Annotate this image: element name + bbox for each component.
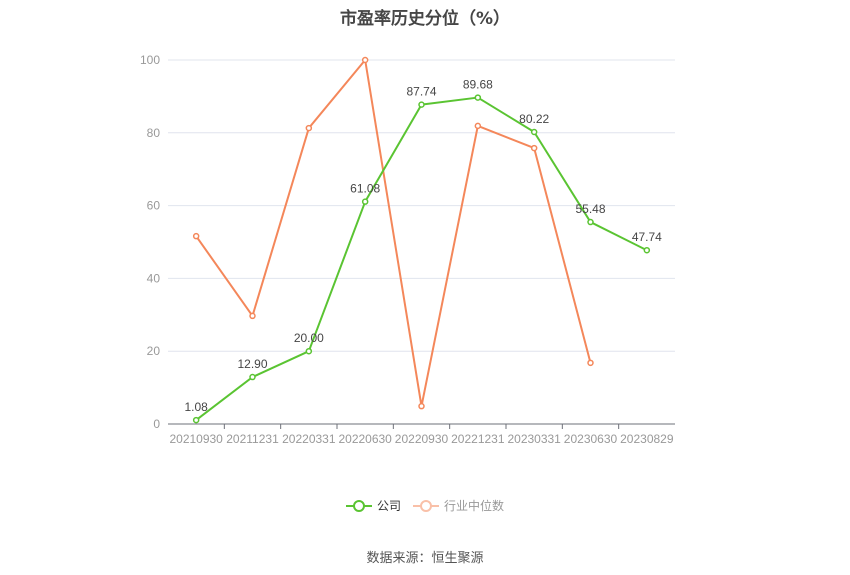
y-tick-label: 80	[147, 126, 161, 140]
data-point-marker[interactable]	[587, 218, 594, 226]
y-axis-ticks: 0 20 40 60 80 100	[140, 53, 160, 431]
data-point-marker[interactable]	[587, 359, 594, 367]
chart-title: 市盈率历史分位（%）	[339, 9, 511, 29]
data-label: 12.90	[237, 357, 267, 371]
y-tick-label: 100	[140, 53, 160, 67]
data-point-marker[interactable]	[418, 101, 425, 108]
industry-line-circle-icon	[413, 499, 439, 512]
legend-label-industry: 行业中位数	[444, 499, 505, 513]
legend: 公司 行业中位数	[0, 497, 850, 514]
data-source: 数据来源：恒生聚源	[366, 551, 484, 566]
x-tick-label: 20220930	[395, 432, 449, 446]
data-label: 89.68	[463, 78, 493, 92]
y-tick-label: 60	[147, 199, 161, 213]
x-tick-label: 20220630	[338, 432, 392, 446]
y-tick-label: 40	[147, 271, 161, 285]
data-point-marker[interactable]	[249, 312, 256, 320]
x-tick-label: 20230829	[620, 432, 674, 446]
data-point-marker[interactable]	[474, 94, 482, 101]
data-point-marker[interactable]	[192, 232, 200, 240]
data-label: 47.74	[632, 230, 662, 244]
data-point-marker[interactable]	[305, 347, 313, 355]
company-line-circle-icon	[345, 499, 372, 512]
data-point-marker[interactable]	[474, 122, 482, 130]
data-point-marker[interactable]	[643, 246, 651, 254]
x-tick-label: 20230630	[564, 432, 618, 446]
series-company-line	[192, 94, 651, 424]
data-point-marker[interactable]	[192, 416, 200, 424]
grid-lines	[168, 59, 675, 352]
x-tick-label: 20230331	[507, 432, 561, 446]
x-tick-label: 20210930	[169, 432, 223, 446]
data-label: 20.00	[294, 331, 324, 345]
legend-label-company: 公司	[376, 499, 401, 513]
data-point-marker[interactable]	[249, 373, 256, 381]
data-label: 1.08	[184, 400, 208, 414]
data-label: 61.08	[350, 182, 380, 196]
x-tick-label: 20221231	[451, 432, 505, 446]
legend-item-company[interactable]: 公司	[345, 497, 401, 514]
legend-item-industry[interactable]: 行业中位数	[413, 497, 504, 514]
data-point-marker[interactable]	[305, 124, 313, 132]
data-point-marker[interactable]	[530, 128, 538, 136]
data-point-marker[interactable]	[418, 402, 425, 410]
data-point-marker[interactable]	[361, 198, 369, 205]
data-point-marker[interactable]	[361, 56, 369, 64]
y-tick-label: 0	[153, 417, 160, 431]
series-industry-line	[192, 56, 594, 410]
data-label: 80.22	[519, 112, 549, 126]
x-axis: 20210930 20211231 20220331 20220630 20220930…	[168, 423, 675, 446]
data-labels: 1.08 12.90 20.00 61.08 87.74 89.68 80.22 55.48 4…	[184, 78, 662, 415]
data-label: 55.48	[575, 202, 605, 216]
y-tick-label: 20	[147, 344, 161, 358]
series-path	[195, 59, 592, 408]
data-point-marker[interactable]	[530, 144, 538, 152]
x-tick-label: 20211231	[226, 432, 279, 446]
x-tick-label: 20220331	[282, 432, 336, 446]
data-label: 87.74	[406, 85, 436, 99]
series-path	[195, 96, 648, 421]
